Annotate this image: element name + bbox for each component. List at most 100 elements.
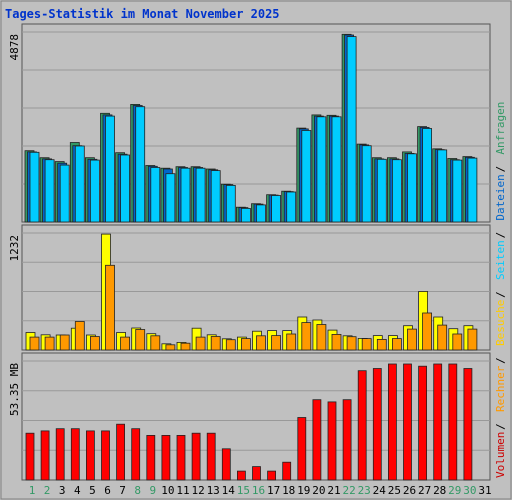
- panel-top: 4878: [8, 23, 491, 223]
- bar-rechner-day-1: [29, 336, 40, 351]
- bar-rechner-day-21: [331, 333, 342, 351]
- bar-volumen-day-5: [86, 430, 95, 481]
- bar-seiten-day-26: [407, 153, 417, 223]
- bar-volumen-day-19: [297, 417, 307, 481]
- bar-volumen-day-3: [55, 428, 65, 481]
- bar-volumen-day-9: [146, 434, 156, 481]
- bar-volumen-day-25: [387, 363, 397, 481]
- bar-volumen-day-14: [221, 448, 231, 481]
- bar-seiten-day-3: [59, 164, 70, 223]
- bar-seiten-day-16: [256, 204, 266, 223]
- x-tick-label: 20: [312, 484, 325, 497]
- bar-volumen-day-23: [357, 370, 367, 481]
- legend-item-volumen: Volumen: [494, 432, 507, 478]
- bar-seiten-day-30: [467, 157, 478, 223]
- bar-rechner-day-11: [180, 342, 191, 351]
- bar-volumen-day-20: [312, 399, 322, 481]
- x-tick-label: 19: [297, 484, 310, 497]
- bar-seiten-day-21: [331, 116, 342, 223]
- bar-seiten-day-7: [120, 154, 130, 223]
- bar-seiten-day-17: [271, 195, 282, 223]
- x-tick-label: 26: [403, 484, 416, 497]
- x-tick-label: 11: [176, 484, 189, 497]
- bar-seiten-day-22: [346, 36, 357, 223]
- x-tick-label: 13: [207, 484, 220, 497]
- bar-volumen-day-13: [206, 432, 216, 481]
- bar-volumen-day-12: [191, 432, 201, 481]
- bar-rechner-day-19: [301, 322, 312, 351]
- x-tick-label: 5: [89, 484, 96, 497]
- bar-seiten-day-5: [90, 159, 100, 223]
- x-tick-label: 15: [237, 484, 250, 497]
- x-tick-label: 14: [222, 484, 236, 497]
- x-tick-label: 7: [119, 484, 126, 497]
- legend-item-besuche: Besuche: [494, 300, 507, 346]
- bar-volumen-day-30: [463, 368, 473, 481]
- x-tick-label: 17: [267, 484, 280, 497]
- x-tick-label: 9: [149, 484, 156, 497]
- legend-item-seiten: Seiten: [494, 240, 507, 280]
- bar-volumen-day-10: [161, 434, 171, 481]
- bar-rechner-day-10: [165, 344, 176, 351]
- bar-volumen-day-1: [25, 432, 35, 481]
- bar-seiten-day-25: [391, 159, 402, 223]
- legend-separator: /: [494, 166, 507, 173]
- panel-bottom: 53.35 MB: [8, 352, 491, 481]
- legend: Volumen/Rechner/Besuche/Seiten/Dateien/A…: [494, 102, 507, 478]
- bar-volumen-day-16: [252, 466, 261, 481]
- x-tick-label: 22: [342, 484, 355, 497]
- bar-seiten-day-15: [240, 207, 251, 223]
- bar-rechner-day-23: [361, 338, 372, 351]
- bar-rechner-day-14: [225, 339, 236, 351]
- bar-rechner-day-20: [316, 324, 327, 351]
- bar-volumen-day-28: [433, 363, 443, 481]
- bar-rechner-day-3: [59, 334, 70, 351]
- bar-seiten-day-14: [225, 184, 236, 223]
- bar-seiten-day-1: [29, 151, 40, 223]
- bar-volumen-day-27: [418, 365, 428, 481]
- bar-volumen-day-26: [403, 363, 412, 481]
- x-tick-label: 8: [134, 484, 141, 497]
- bar-seiten-day-4: [74, 145, 85, 223]
- bar-volumen-day-18: [282, 461, 292, 481]
- bar-volumen-day-6: [101, 430, 110, 481]
- y-axis-max-label: 4878: [8, 34, 21, 61]
- bar-volumen-day-21: [327, 401, 337, 481]
- x-tick-label: 23: [358, 484, 371, 497]
- bar-seiten-day-12: [195, 167, 206, 223]
- x-tick-label: 24: [373, 484, 387, 497]
- bar-rechner-day-26: [407, 328, 417, 351]
- legend-separator: /: [494, 423, 507, 430]
- x-tick-label: 12: [191, 484, 204, 497]
- x-tick-label: 31: [478, 484, 491, 497]
- bar-volumen-day-29: [448, 363, 458, 481]
- bar-seiten-day-10: [165, 173, 176, 223]
- bar-volumen-day-8: [131, 428, 141, 481]
- x-tick-label: 16: [252, 484, 265, 497]
- bar-volumen-day-17: [267, 470, 277, 481]
- bar-volumen-day-24: [372, 368, 382, 481]
- bar-rechner-day-25: [391, 338, 402, 351]
- bar-rechner-day-5: [90, 336, 100, 351]
- x-tick-label: 29: [448, 484, 461, 497]
- bar-seiten-day-24: [376, 158, 387, 223]
- bar-rechner-day-28: [437, 324, 448, 351]
- bar-rechner-day-6: [105, 264, 115, 351]
- bar-seiten-day-6: [105, 115, 115, 223]
- bar-rechner-day-8: [135, 329, 146, 351]
- bar-volumen-day-4: [70, 428, 80, 481]
- x-tick-label: 3: [59, 484, 66, 497]
- bar-volumen-day-22: [342, 399, 352, 481]
- x-tick-label: 10: [161, 484, 174, 497]
- bar-seiten-day-11: [180, 167, 191, 223]
- bar-seiten-day-20: [316, 116, 327, 223]
- bar-seiten-day-28: [437, 149, 448, 223]
- bar-rechner-day-12: [195, 336, 206, 351]
- bar-rechner-day-16: [256, 335, 266, 351]
- x-tick-label: 28: [433, 484, 446, 497]
- legend-separator: /: [494, 357, 507, 364]
- legend-separator: /: [494, 232, 507, 239]
- x-tick-label: 2: [44, 484, 51, 497]
- legend-item-anfragen: Anfragen: [494, 102, 507, 155]
